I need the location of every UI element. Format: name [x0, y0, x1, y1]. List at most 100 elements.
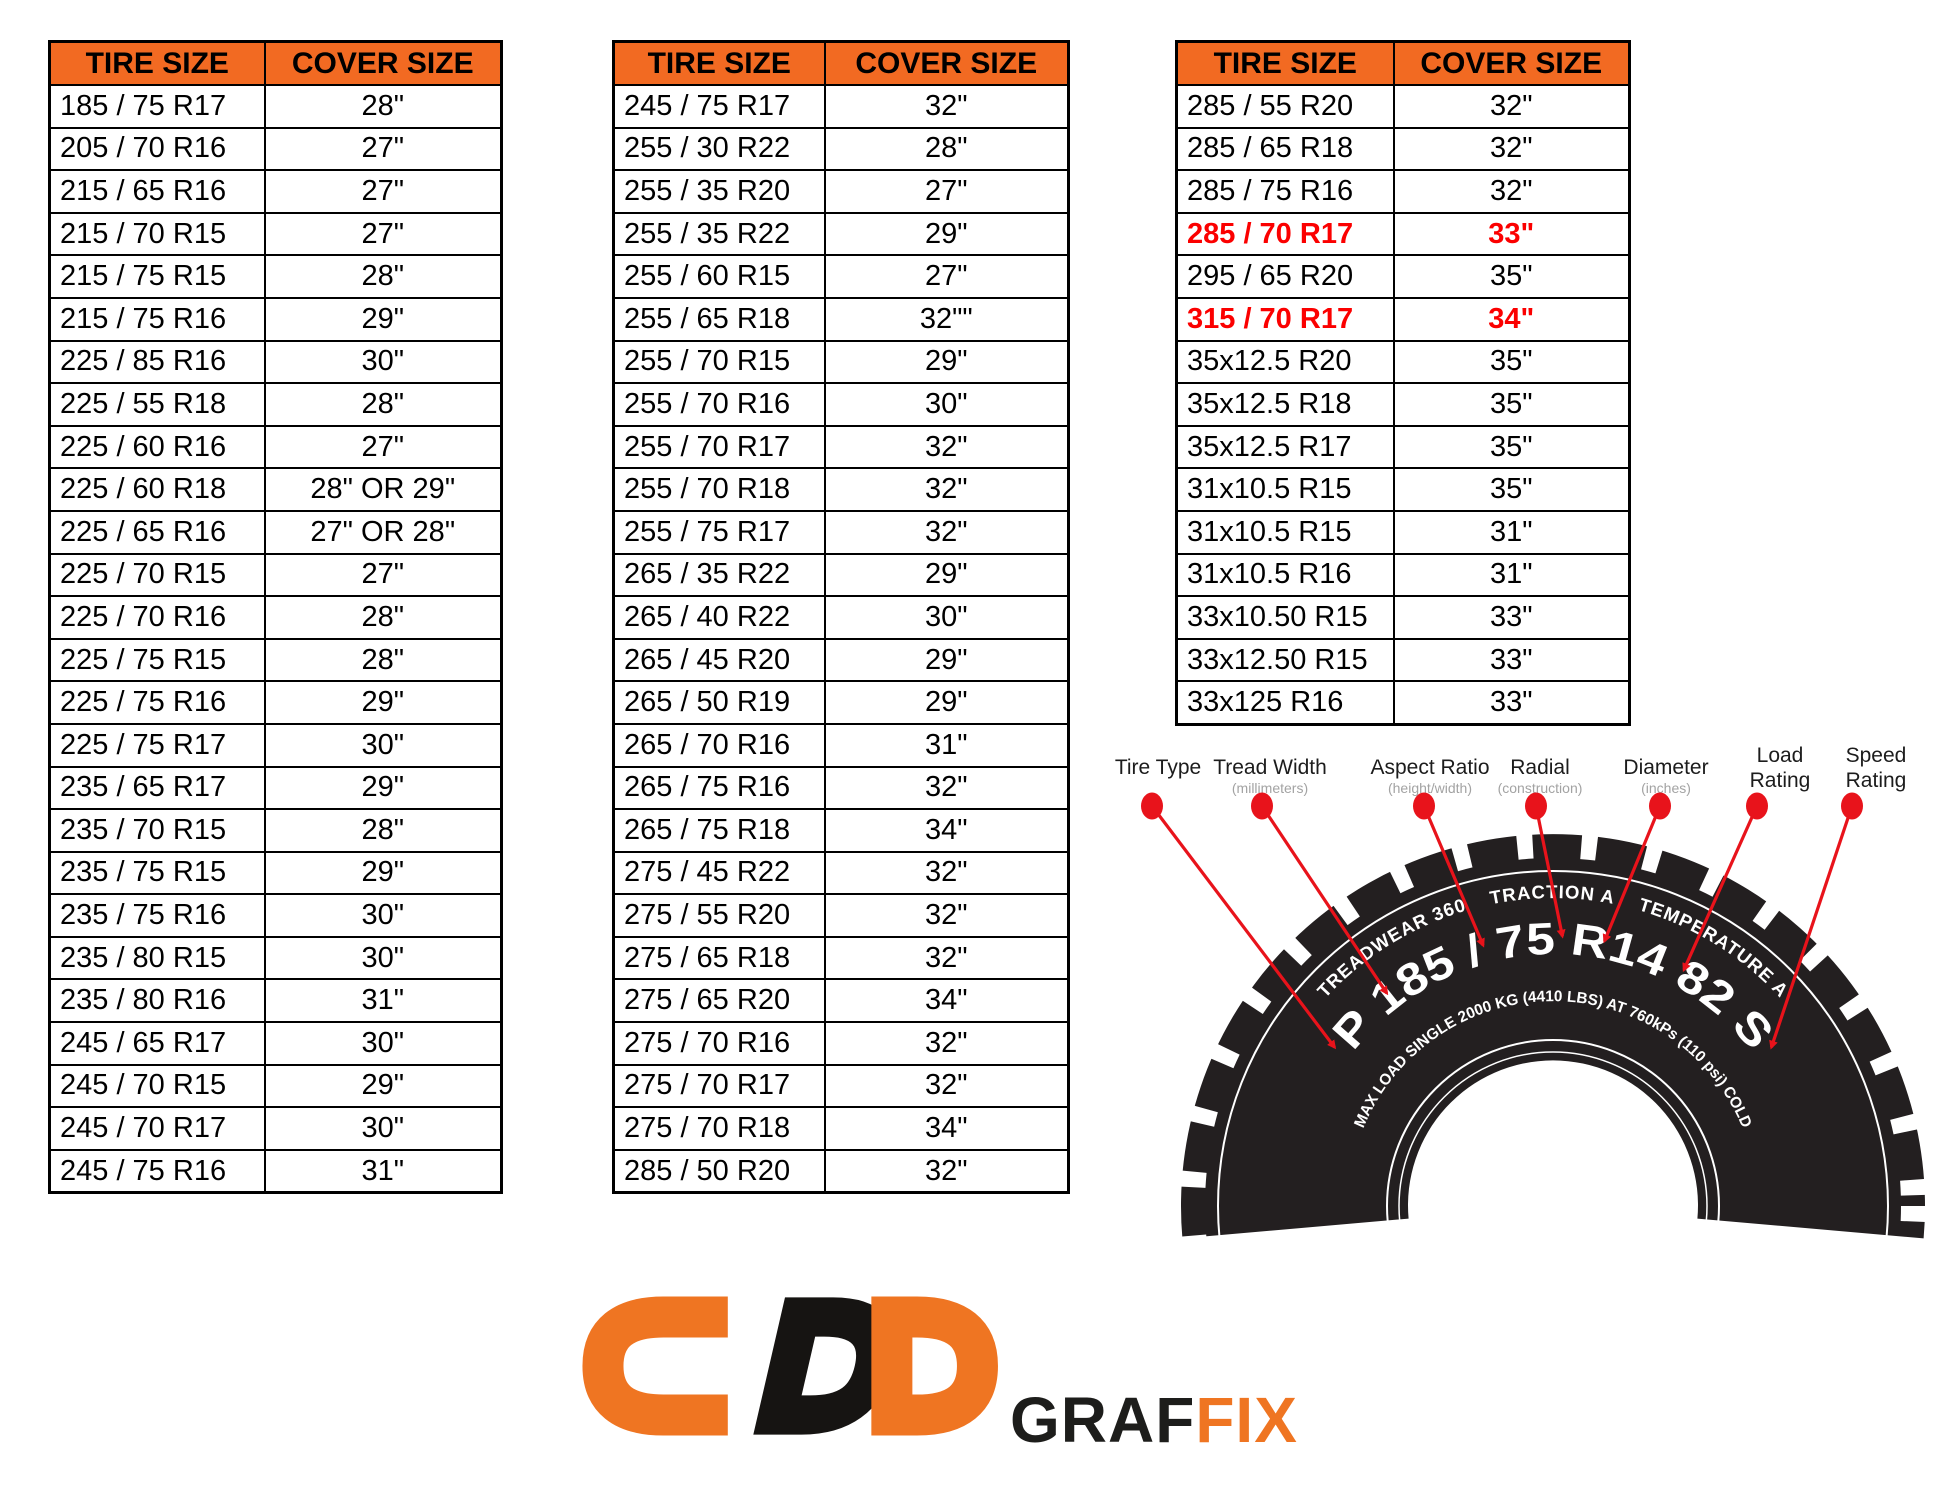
tire-size-cell: 275 / 70 R18 — [612, 1106, 826, 1151]
callout-dot — [1525, 792, 1547, 820]
column-header: TIRE SIZE — [1175, 40, 1395, 86]
table-row: 35x12.5 R18 35" — [1175, 382, 1631, 427]
arrow-diameter — [1602, 805, 1662, 944]
tire-sidewall — [1181, 834, 1925, 1239]
cover-size-cell: 31" — [1392, 552, 1631, 598]
table-row: 235 / 70 R15 28" — [48, 808, 503, 853]
tire-size-cell: 215 / 65 R16 — [48, 169, 266, 214]
tire-size-cell: 285 / 65 R18 — [1175, 126, 1395, 172]
cover-size-cell: 32" — [1392, 169, 1631, 214]
diagram-label-load-rating: Load Rating — [1728, 743, 1832, 793]
cover-size-cell: 27" — [263, 211, 503, 257]
tire-size-cell: 265 / 35 R22 — [612, 552, 826, 598]
diagram-label-aspect-ratio: Aspect Ratio (height/width) — [1370, 755, 1489, 797]
column-header: COVER SIZE — [263, 40, 503, 86]
table-row: 245 / 70 R15 29" — [48, 1063, 503, 1109]
table-row: 235 / 65 R17 29" — [48, 765, 503, 811]
tire-size-cell: 215 / 75 R15 — [48, 254, 266, 299]
table-row: 285 / 55 R20 32" — [1175, 84, 1631, 129]
table-row: 33x12.50 R15 33" — [1175, 637, 1631, 683]
cover-size-cell: 32" — [1392, 126, 1631, 172]
diagram-label-title: Speed Rating — [1845, 744, 1907, 792]
callout-arrows — [1150, 805, 1854, 1050]
table-row: 225 / 75 R16 29" — [48, 680, 503, 725]
tire-size-cell: 275 / 70 R16 — [612, 1021, 826, 1066]
table-row: 31x10.5 R16 31" — [1175, 552, 1631, 598]
tire-size-cell: 235 / 70 R15 — [48, 808, 266, 853]
table-row: 31x10.5 R15 35" — [1175, 467, 1631, 512]
tire-size-cell: 245 / 75 R17 — [612, 84, 826, 129]
table-row: 265 / 40 R22 30" — [612, 595, 1070, 640]
tire-size-cell: 235 / 75 R16 — [48, 893, 266, 938]
cover-size-cell: 30" — [263, 935, 503, 981]
callout-dot — [1413, 792, 1435, 820]
table-row: 185 / 75 R17 28" — [48, 84, 503, 129]
tire-size-cell: 225 / 75 R17 — [48, 722, 266, 768]
table-row: 225 / 65 R16 27" OR 28" — [48, 509, 503, 555]
callout-dot — [1841, 792, 1863, 820]
cover-size-cell: 33" — [1392, 595, 1631, 640]
table-row: 245 / 75 R16 31" — [48, 1148, 503, 1194]
sidewall-line-inner-2 — [1398, 1051, 1708, 1274]
tire-graphic: TREADWEAR 360 TRACTION A TEMPERATURE A P… — [1157, 810, 1946, 1274]
table-header-row: TIRE SIZE COVER SIZE — [612, 40, 1070, 86]
table-row: 225 / 75 R17 30" — [48, 722, 503, 768]
tire-size-cell: 225 / 70 R15 — [48, 552, 266, 598]
table-row: 315 / 70 R17 34" — [1175, 296, 1631, 342]
logo-letter-c — [582, 1296, 728, 1436]
cover-size-cell: 27" — [823, 169, 1070, 214]
cover-size-cell: 30" — [263, 893, 503, 938]
tire-size-cell: 35x12.5 R20 — [1175, 339, 1395, 385]
arrow-load-rating — [1682, 805, 1759, 973]
table-row: 285 / 75 R16 32" — [1175, 169, 1631, 214]
logo-wordmark: GRAFFIX — [1010, 1388, 1298, 1452]
table-row: 255 / 35 R22 29" — [612, 211, 1070, 257]
tire-size-cell: 31x10.5 R16 — [1175, 552, 1395, 598]
arrow-radial — [1534, 805, 1566, 939]
tire-size-cell: 255 / 35 R22 — [612, 211, 826, 257]
tire-size-cell: 215 / 75 R16 — [48, 296, 266, 342]
cover-size-cell: 32" — [823, 467, 1070, 512]
table-row: 275 / 70 R18 34" — [612, 1106, 1070, 1151]
tire-size-cell: 225 / 60 R18 — [48, 467, 266, 512]
table-row: 255 / 75 R17 32" — [612, 509, 1070, 555]
table-row: 255 / 70 R16 30" — [612, 382, 1070, 427]
table-row: 275 / 65 R18 32" — [612, 935, 1070, 981]
cover-size-cell: 30" — [263, 722, 503, 768]
cover-size-cell: 32" — [823, 509, 1070, 555]
table-row: 215 / 75 R16 29" — [48, 296, 503, 342]
tire-size-cell: 275 / 55 R20 — [612, 893, 826, 938]
cover-size-cell: 32" — [823, 893, 1070, 938]
table-row: 255 / 30 R22 28" — [612, 126, 1070, 172]
tire-size-cell: 31x10.5 R15 — [1175, 467, 1395, 512]
table-row: 205 / 70 R16 27" — [48, 126, 503, 172]
tire-size-cell: 255 / 70 R18 — [612, 467, 826, 512]
tire-size-cell: 205 / 70 R16 — [48, 126, 266, 172]
tire-size-cell: 275 / 70 R17 — [612, 1063, 826, 1109]
cover-size-cell: 31" — [263, 978, 503, 1024]
column-header: COVER SIZE — [823, 40, 1070, 86]
callout-dot — [1746, 792, 1768, 820]
table-row: 265 / 70 R16 31" — [612, 722, 1070, 768]
tire-size-cell: 215 / 70 R15 — [48, 211, 266, 257]
cover-size-cell: 28" — [263, 382, 503, 427]
table-row: 225 / 55 R18 28" — [48, 382, 503, 427]
tire-size-cell: 255 / 70 R16 — [612, 382, 826, 427]
tire-size-cell: 255 / 60 R15 — [612, 254, 826, 299]
column-header: TIRE SIZE — [612, 40, 826, 86]
cover-size-cell: 34" — [823, 978, 1070, 1024]
cover-size-cell: 33" — [1392, 211, 1631, 257]
diagram-label-radial: Radial (construction) — [1498, 755, 1583, 797]
tire-size-cell: 235 / 75 R15 — [48, 850, 266, 896]
tire-size-cell: 33x125 R16 — [1175, 680, 1395, 726]
table-row: 275 / 70 R16 32" — [612, 1021, 1070, 1066]
cover-size-cell: 28" — [263, 254, 503, 299]
cover-size-cell: 29" — [263, 296, 503, 342]
cover-size-cell: 29" — [263, 680, 503, 725]
cover-size-cell: 29" — [823, 680, 1070, 725]
tire-size-cell: 265 / 75 R16 — [612, 765, 826, 811]
cover-size-cell: 32" — [823, 935, 1070, 981]
cover-size-cell: 28" — [263, 808, 503, 853]
table-row: 265 / 45 R20 29" — [612, 637, 1070, 683]
cover-size-cell: 28" — [263, 637, 503, 683]
